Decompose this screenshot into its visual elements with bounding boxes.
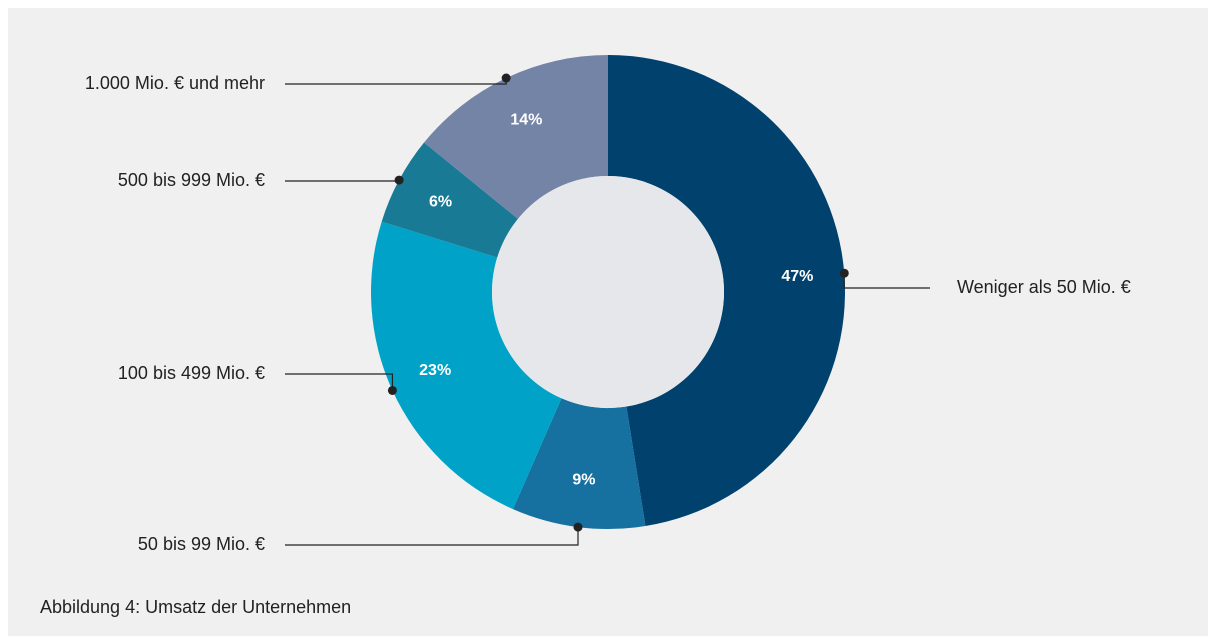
category-label: Weniger als 50 Mio. € [957, 277, 1131, 297]
category-label: 100 bis 499 Mio. € [118, 363, 265, 383]
donut-hole [492, 176, 724, 408]
leader-dot [394, 175, 404, 185]
leader-dot [387, 385, 397, 395]
value-label: 23% [419, 362, 451, 379]
leader-line [285, 527, 579, 546]
category-label: 1.000 Mio. € und mehr [85, 73, 265, 93]
leader-line [843, 273, 930, 289]
leader-dot [839, 268, 849, 278]
leader-dot [501, 73, 511, 83]
donut-segment [381, 142, 518, 258]
value-label: 6% [429, 193, 452, 210]
value-label: 47% [781, 268, 813, 285]
leader-line [285, 373, 394, 391]
donut-segment [371, 221, 562, 510]
category-label: 50 bis 99 Mio. € [138, 534, 265, 554]
value-label: 14% [510, 112, 542, 129]
donut-segment [608, 55, 845, 527]
donut-segment [424, 55, 608, 219]
leader-dot [573, 522, 583, 532]
caption: Abbildung 4: Umsatz der Unternehmen [40, 597, 351, 617]
category-label: 500 bis 999 Mio. € [118, 170, 265, 190]
donut-segment [512, 398, 646, 529]
value-label: 9% [572, 472, 595, 489]
